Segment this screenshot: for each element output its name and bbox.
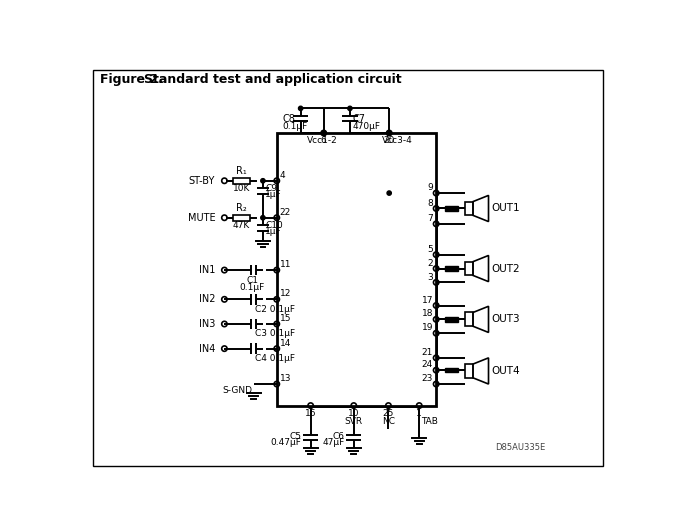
Text: 15: 15	[280, 314, 291, 323]
Circle shape	[348, 106, 352, 110]
Text: Figure 2.: Figure 2.	[100, 73, 164, 85]
Text: R₂: R₂	[236, 203, 246, 213]
Text: C8: C8	[282, 114, 295, 124]
Bar	[233, 178, 250, 184]
Text: 12: 12	[280, 289, 291, 298]
Polygon shape	[473, 306, 488, 332]
Text: 10: 10	[348, 409, 359, 418]
Bar	[465, 364, 473, 378]
Text: 6: 6	[321, 136, 327, 145]
Text: 0.1μF: 0.1μF	[240, 282, 265, 292]
Bar	[445, 206, 458, 211]
Text: NC: NC	[382, 416, 395, 425]
Text: OUT1: OUT1	[492, 203, 520, 213]
Text: 10K: 10K	[233, 184, 250, 193]
Text: TAB: TAB	[421, 416, 438, 425]
Text: 47μF: 47μF	[323, 438, 344, 447]
Text: SVR: SVR	[345, 416, 363, 425]
Text: 1μF: 1μF	[265, 190, 282, 199]
Text: 7: 7	[427, 214, 433, 223]
Text: 22: 22	[280, 208, 291, 217]
Text: 24: 24	[422, 361, 433, 369]
Text: 13: 13	[280, 374, 291, 383]
Text: 0.47μF: 0.47μF	[270, 438, 301, 447]
Bar	[465, 262, 473, 276]
Bar	[465, 312, 473, 326]
Text: 11: 11	[280, 260, 291, 269]
Text: 17: 17	[422, 296, 433, 305]
Text: 18: 18	[422, 310, 433, 319]
Text: 21: 21	[422, 348, 433, 357]
Text: Vcc3-4: Vcc3-4	[382, 136, 412, 145]
Text: 14: 14	[280, 339, 291, 348]
Text: 5: 5	[427, 245, 433, 254]
Text: C6: C6	[333, 432, 344, 441]
Text: 2: 2	[428, 259, 433, 268]
Text: MUTE: MUTE	[187, 213, 215, 222]
Circle shape	[261, 178, 265, 183]
Text: C10: C10	[265, 221, 283, 230]
Bar	[445, 317, 458, 322]
Text: IN4: IN4	[199, 344, 215, 354]
Text: R₁: R₁	[236, 166, 246, 176]
Circle shape	[387, 131, 391, 135]
Text: IN2: IN2	[199, 294, 215, 304]
Text: C7: C7	[352, 114, 365, 124]
Text: 1μF: 1μF	[265, 227, 282, 236]
Text: 20: 20	[384, 136, 395, 145]
Polygon shape	[473, 358, 488, 384]
Text: 19: 19	[422, 323, 433, 332]
Text: OUT3: OUT3	[492, 314, 520, 324]
Text: C4 0.1μF: C4 0.1μF	[255, 354, 295, 363]
Bar	[465, 202, 473, 216]
Bar	[445, 368, 458, 372]
Text: OUT2: OUT2	[492, 263, 520, 273]
Text: IN1: IN1	[199, 265, 215, 275]
Polygon shape	[473, 195, 488, 221]
Bar	[445, 266, 458, 271]
Circle shape	[387, 191, 391, 195]
Text: C2 0.1μF: C2 0.1μF	[255, 305, 295, 314]
Bar	[233, 215, 250, 221]
Text: 0.1μF: 0.1μF	[282, 122, 308, 131]
Bar	[277, 133, 436, 406]
Text: OUT4: OUT4	[492, 366, 520, 376]
Text: 47K: 47K	[233, 221, 250, 230]
Polygon shape	[473, 255, 488, 281]
Text: Standard test and application circuit: Standard test and application circuit	[145, 73, 402, 85]
Text: C9: C9	[265, 184, 277, 193]
Text: 8: 8	[427, 199, 433, 208]
Text: C1: C1	[246, 276, 258, 285]
Text: 1: 1	[416, 409, 422, 418]
Text: 3: 3	[427, 272, 433, 281]
Text: 16: 16	[305, 409, 316, 418]
Circle shape	[322, 131, 326, 135]
Text: 23: 23	[422, 374, 433, 383]
Text: 470μF: 470μF	[352, 122, 380, 131]
Text: 9: 9	[427, 183, 433, 192]
Text: Vcc1-2: Vcc1-2	[307, 136, 337, 145]
Text: C3 0.1μF: C3 0.1μF	[255, 330, 295, 338]
Text: D85AU335E: D85AU335E	[495, 443, 545, 452]
Text: C5: C5	[289, 432, 301, 441]
Text: S-GND: S-GND	[222, 386, 252, 395]
Text: IN3: IN3	[199, 319, 215, 329]
Circle shape	[299, 106, 303, 110]
Text: ST-BY: ST-BY	[189, 176, 215, 186]
Text: 25: 25	[383, 409, 394, 418]
Circle shape	[261, 216, 265, 220]
Text: 4: 4	[280, 171, 285, 180]
